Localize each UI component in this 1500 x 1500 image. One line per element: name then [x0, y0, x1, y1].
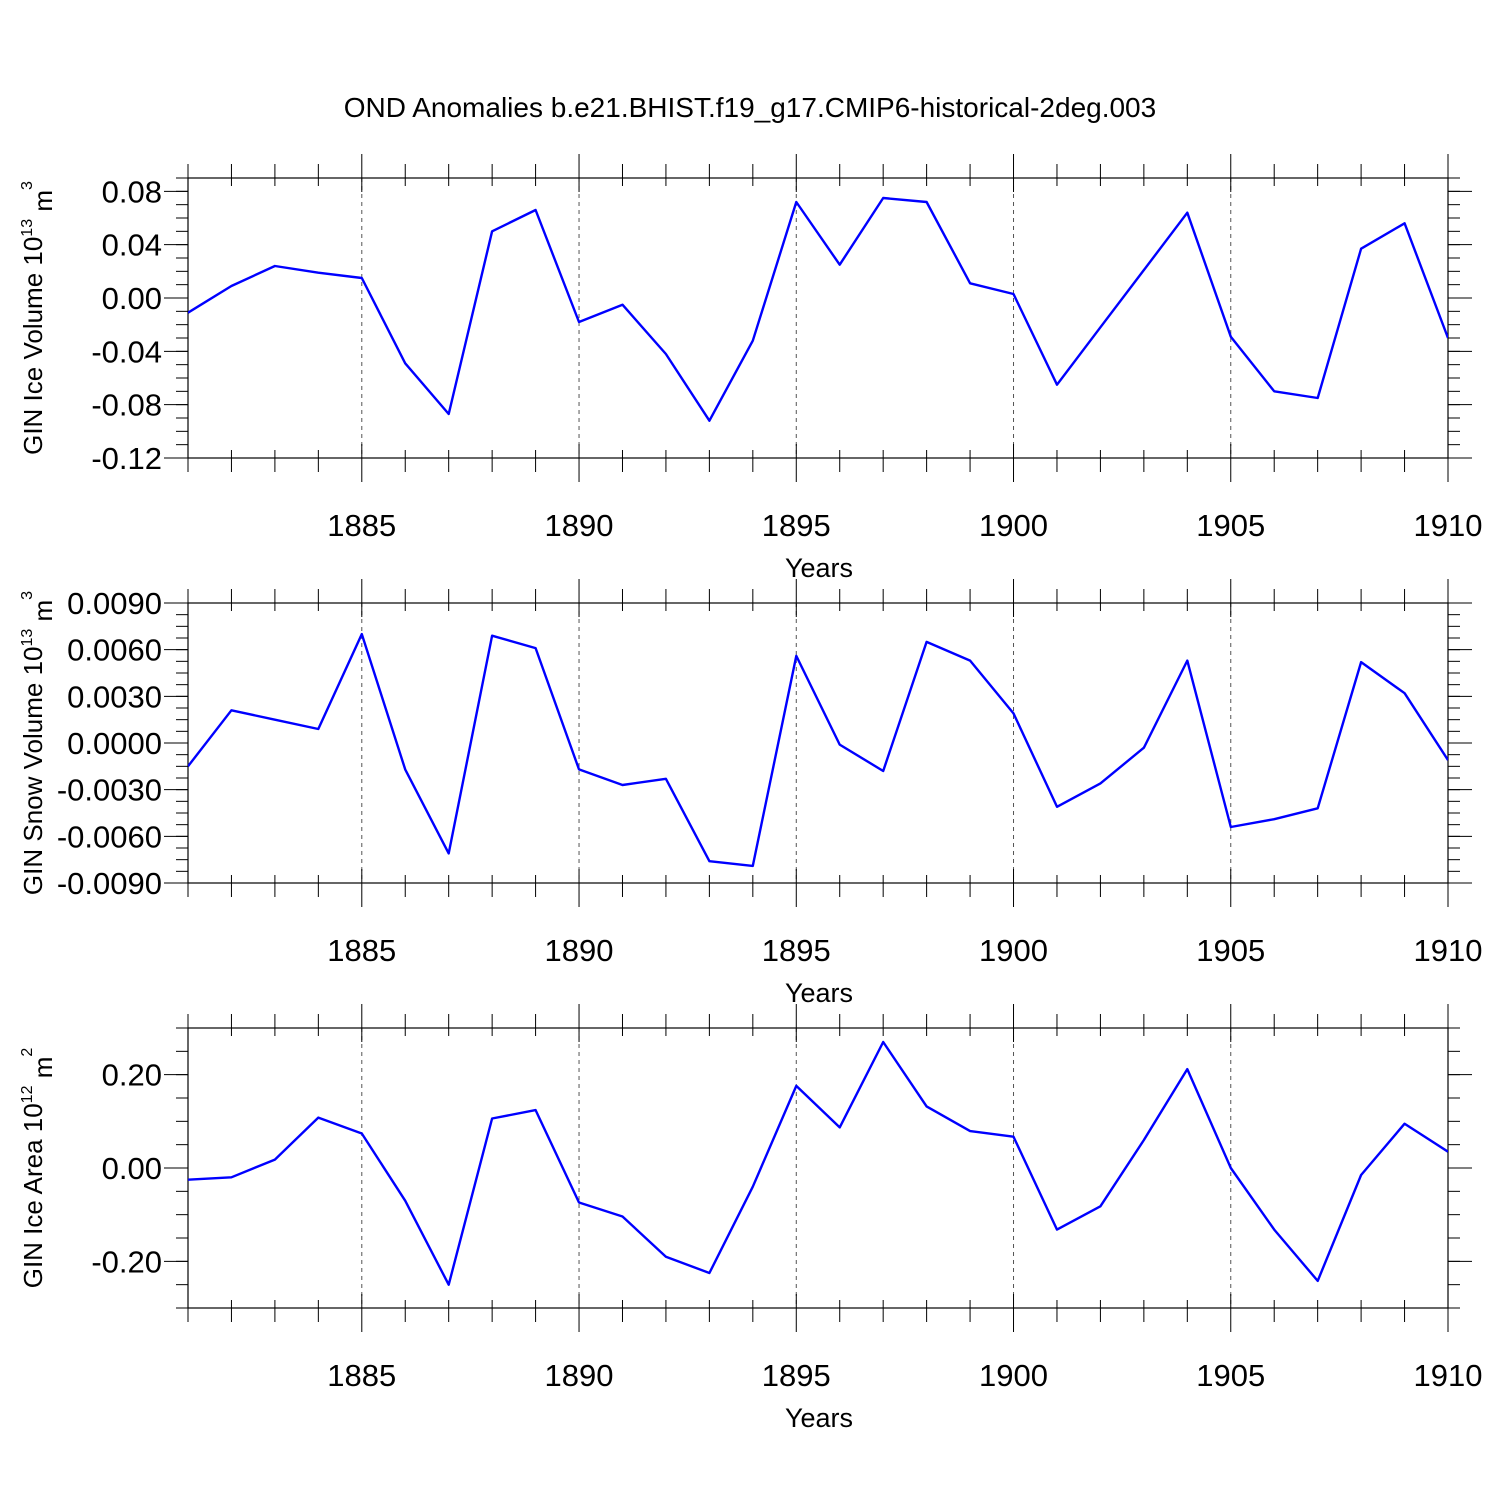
y-tick-label: 0.20	[102, 1058, 162, 1093]
series-line-ice-area	[188, 1040, 1448, 1286]
y-tick-label: -0.08	[91, 388, 162, 423]
y-tick-label: 0.00	[102, 281, 162, 316]
panels: -0.12 -0.08 -0.04 0.00 0.04 0.08 1885 1890 1895 1…	[18, 154, 1482, 1433]
y-axis-label-ylabel: GIN Ice Area 10	[18, 1103, 48, 1288]
x-tick-label: 1910	[1414, 1358, 1483, 1393]
y-axis-label: GIN Ice Volume 1013 m3	[18, 181, 58, 455]
x-tick-label: 1900	[979, 933, 1048, 968]
x-tick-label: 1900	[979, 508, 1048, 543]
y-tick-label: -0.0090	[57, 866, 162, 901]
y-axis-label: GIN Ice Area 1012 m2	[18, 1048, 58, 1289]
x-tick-label: 1910	[1414, 508, 1483, 543]
y-tick-label: 0.00	[102, 1151, 162, 1186]
x-tick-label: 1905	[1196, 508, 1265, 543]
x-tick-label: 1885	[327, 933, 396, 968]
y-tick-label: 0.0030	[67, 679, 162, 714]
panel-ice-volume: -0.12 -0.08 -0.04 0.00 0.04 0.08 1885 1890 1895 1…	[18, 154, 1482, 583]
plot-frame	[187, 602, 1449, 884]
y-axis-label-ylabel: GIN Snow Volume 10	[18, 647, 48, 896]
x-tick-label: 1895	[762, 508, 831, 543]
y-tick-label: -0.0030	[57, 773, 162, 808]
panel-snow-volume: -0.0090 -0.0060 -0.0030 0.0000 0.0030 0.0060 0…	[18, 579, 1482, 1008]
y-tick-label: 0.0060	[67, 633, 162, 668]
y-axis-label-ylabel-exp: 12	[19, 1085, 36, 1103]
y-axis-label-ylabel-unit-exp: 3	[19, 591, 36, 600]
y-axis-label: GIN Snow Volume 1013 m3	[18, 591, 58, 895]
y-axis-label-ylabel-unit: m	[28, 1057, 58, 1086]
x-tick-label: 1890	[545, 933, 614, 968]
y-tick-label: 0.08	[102, 174, 162, 209]
y-tick-label: -0.12	[91, 441, 162, 476]
series-line-ice-volume	[188, 196, 1448, 422]
x-axis-label: Years	[785, 978, 853, 1008]
plot-frame	[187, 1027, 1449, 1309]
y-axis-label-ylabel-unit-exp: 3	[19, 181, 36, 190]
x-axis-label: Years	[785, 1403, 853, 1433]
y-axis-label-ylabel-unit: m	[28, 190, 58, 219]
y-axis-label-ylabel-unit: m	[28, 600, 58, 629]
x-tick-label: 1895	[762, 933, 831, 968]
x-tick-label: 1895	[762, 1358, 831, 1393]
chart-title: OND Anomalies b.e21.BHIST.f19_g17.CMIP6-…	[344, 92, 1156, 123]
y-tick-label: -0.20	[91, 1244, 162, 1279]
panel-ice-area: -0.20 0.00 0.20 1885 1890 1895 1900 1905 1910 Yea…	[18, 1004, 1482, 1433]
plot-frame	[187, 177, 1449, 459]
y-tick-label: 0.0000	[67, 726, 162, 761]
y-axis-label-ylabel: GIN Ice Volume 10	[18, 237, 48, 455]
x-tick-label: 1890	[545, 508, 614, 543]
y-tick-label: -0.04	[91, 334, 162, 369]
x-tick-label: 1890	[545, 1358, 614, 1393]
x-axis-label: Years	[785, 553, 853, 583]
x-tick-label: 1885	[327, 1358, 396, 1393]
x-tick-label: 1910	[1414, 933, 1483, 968]
y-tick-label: 0.04	[102, 228, 162, 263]
series-line-snow-volume	[188, 632, 1448, 868]
x-tick-label: 1885	[327, 508, 396, 543]
x-tick-label: 1905	[1196, 1358, 1265, 1393]
y-axis-label-ylabel-exp: 13	[19, 219, 36, 237]
y-axis-label-ylabel-unit-exp: 2	[19, 1048, 36, 1057]
y-axis-label-ylabel-exp: 13	[19, 629, 36, 647]
x-tick-label: 1900	[979, 1358, 1048, 1393]
y-tick-label: -0.0060	[57, 819, 162, 854]
y-tick-label: 0.0090	[67, 586, 162, 621]
x-tick-label: 1905	[1196, 933, 1265, 968]
